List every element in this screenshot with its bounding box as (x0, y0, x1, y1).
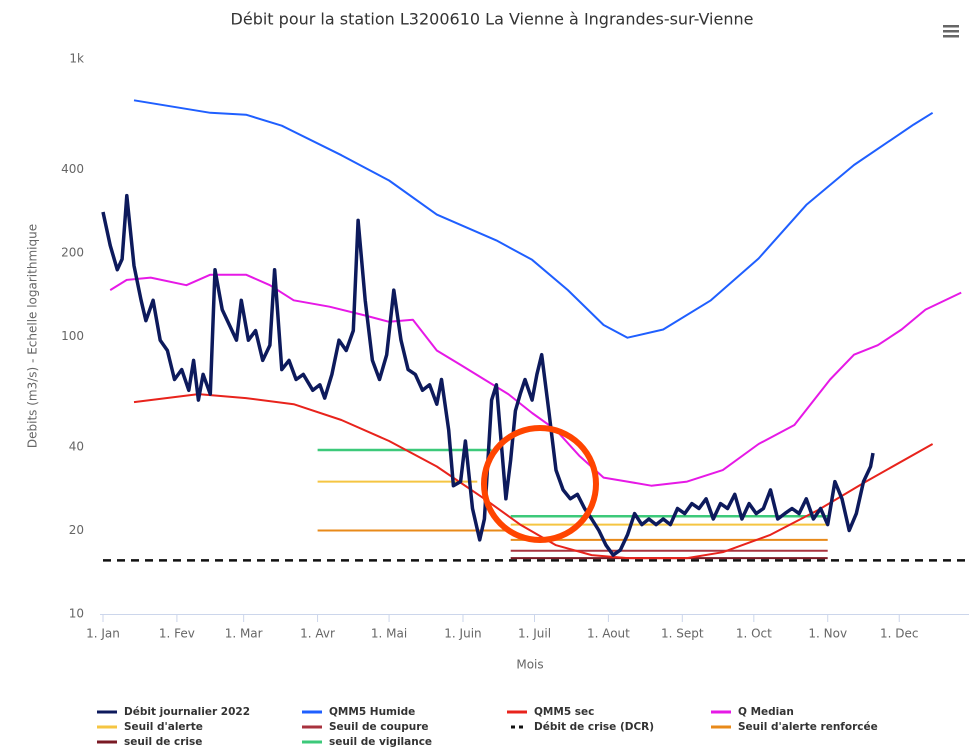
y-tick-label: 10 (69, 607, 84, 621)
x-tick-label: 1. Nov (808, 627, 847, 641)
x-tick-label: 1. Oct (736, 627, 772, 641)
x-tick-label: 1. Mai (371, 627, 407, 641)
legend-label: Seuil de coupure (329, 721, 429, 733)
legend-label: seuil de crise (124, 736, 202, 748)
y-tick-label: 100 (61, 329, 84, 343)
legend-label: QMM5 Humide (329, 706, 415, 718)
x-tick-label: 1. Fev (159, 627, 195, 641)
y-tick-label: 400 (61, 162, 84, 176)
series-line (101, 193, 875, 557)
y-tick-label: 20 (69, 523, 84, 537)
legend-label: Seuil d'alerte renforcée (738, 721, 878, 733)
y-axis-title: Debits (m3/s) - Echelle logarithmique (26, 224, 40, 448)
plot-area: 10 20 40 100 200 400 1k 1. Jan 1. Fev 1. Mar 1. Av… (61, 52, 966, 641)
menu-bar (943, 35, 959, 38)
menu-icon[interactable] (943, 25, 959, 38)
x-tick-label: 1. Sept (661, 627, 704, 641)
menu-bar (943, 25, 959, 28)
series-line (109, 273, 962, 487)
legend-label: Débit de crise (DCR) (534, 721, 654, 733)
x-axis-title: Mois (516, 658, 543, 672)
x-tick-label: 1. Dec (880, 627, 918, 641)
x-tick-label: 1. Juin (444, 627, 481, 641)
highlight-circle (481, 425, 599, 543)
legend-label: Débit journalier 2022 (124, 706, 250, 718)
legend-label: QMM5 sec (534, 706, 594, 718)
legend-label: seuil de vigilance (329, 736, 432, 748)
series-line (317, 480, 828, 526)
series-line (133, 99, 934, 339)
chart-title: Débit pour la station L3200610 La Vienne… (231, 10, 754, 29)
legend-label: Seuil d'alerte (124, 721, 203, 733)
x-tick-label: 1. Aout (587, 627, 630, 641)
series-line (133, 393, 934, 560)
menu-bar (943, 30, 959, 33)
y-tick-label: 200 (61, 245, 84, 259)
legend-label: Q Median (738, 706, 794, 718)
y-tick-label: 1k (69, 52, 84, 66)
x-tick-label: 1. Mar (225, 627, 263, 641)
x-tick-label: 1. Juil (518, 627, 551, 641)
x-tick-label: 1. Jan (86, 627, 120, 641)
x-tick-label: 1. Avr (300, 627, 335, 641)
y-tick-label: 40 (69, 439, 84, 453)
legend: Débit journalier 2022 QMM5 Humide QMM5 sec… (97, 706, 878, 748)
